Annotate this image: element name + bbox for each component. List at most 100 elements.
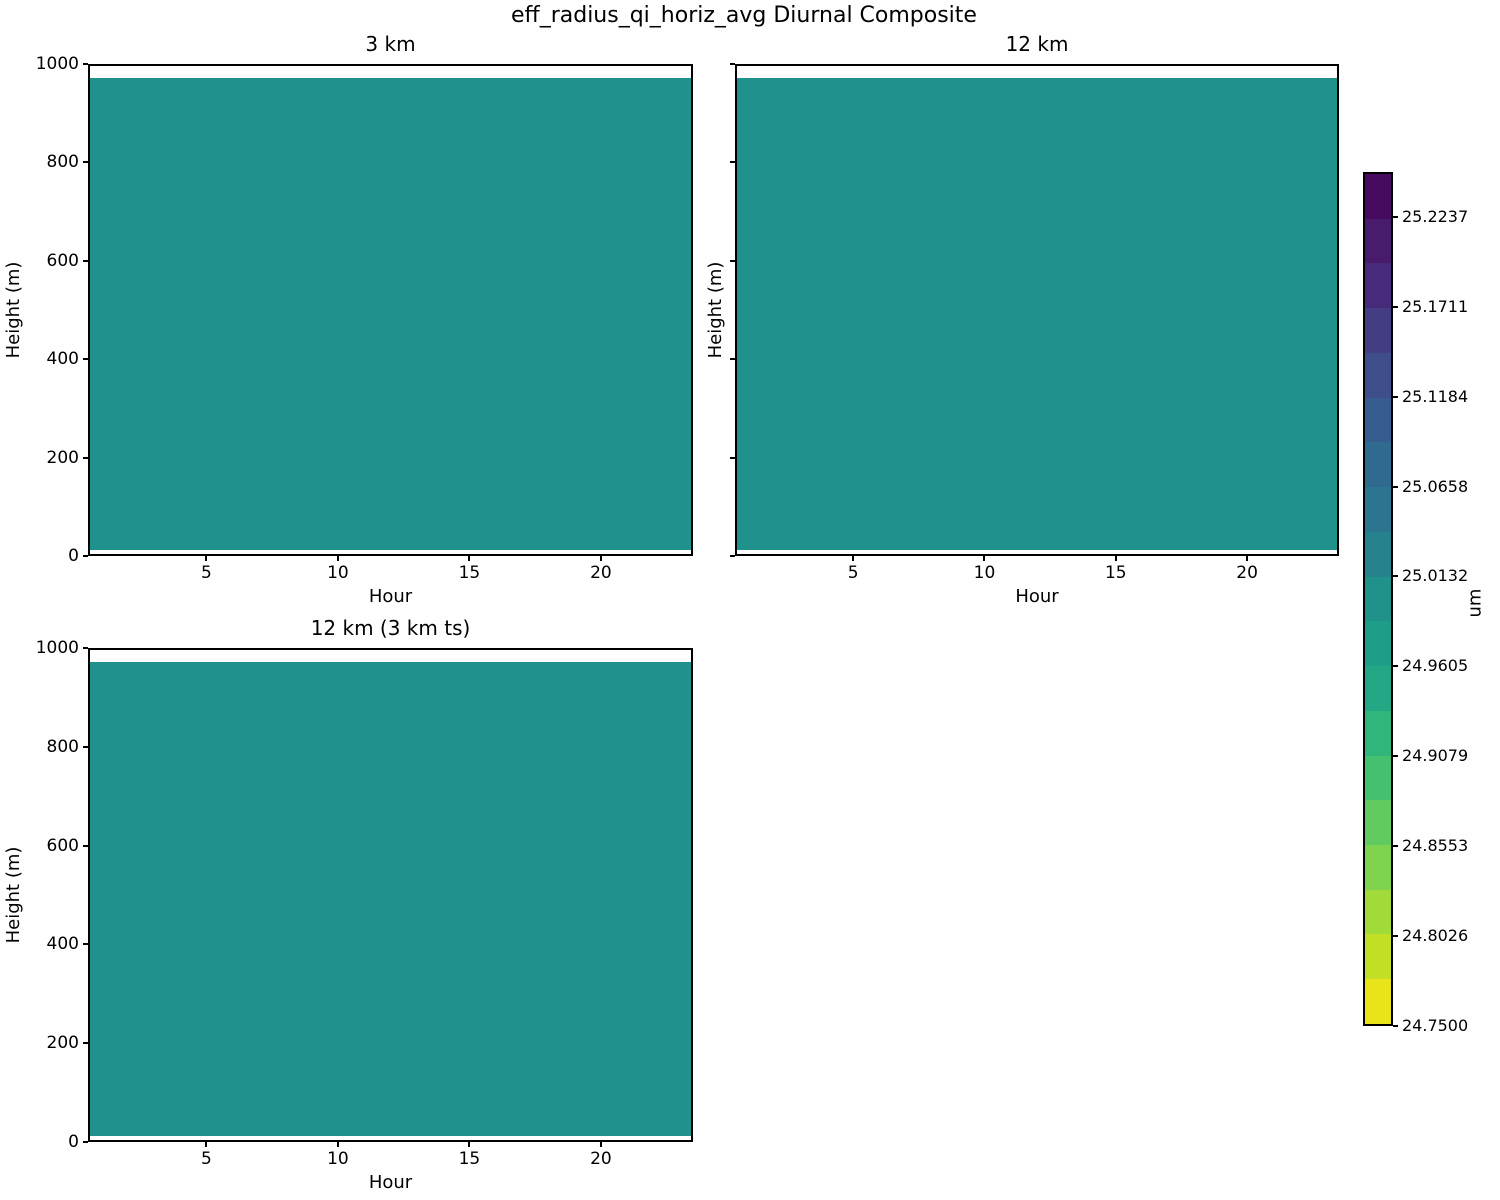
colorbar-segment	[1365, 263, 1391, 309]
y-tick-label: 800	[46, 152, 79, 173]
colorbar-tick-mark	[1393, 1025, 1398, 1027]
subplot-title: 12 km (3 km ts)	[310, 616, 471, 640]
x-tick-label: 20	[590, 563, 612, 583]
colorbar-segment	[1365, 934, 1391, 980]
y-tick-mark	[730, 358, 735, 361]
x-tick-label: 10	[327, 1149, 349, 1169]
x-tick-mark	[205, 556, 208, 561]
colorbar-unit-label: um	[1464, 588, 1486, 618]
figure-title: eff_radius_qi_horiz_avg Diurnal Composit…	[511, 3, 977, 28]
y-axis-label: Height (m)	[3, 261, 24, 359]
x-tick-mark	[1246, 556, 1249, 561]
x-tick-label: 10	[973, 563, 996, 583]
colorbar-tick-mark	[1393, 665, 1398, 668]
y-tick-mark	[83, 456, 88, 459]
y-tick-label: 400	[46, 349, 79, 370]
y-tick-label: 200	[46, 447, 79, 468]
colorbar-segment	[1365, 621, 1391, 667]
colorbar-tick-label: 25.2237	[1402, 206, 1469, 226]
contour-fill	[737, 78, 1337, 551]
y-tick-label: 800	[46, 736, 79, 757]
y-tick-mark	[83, 943, 88, 946]
x-tick-mark	[205, 1142, 208, 1147]
plot-area	[88, 648, 693, 1142]
colorbar-segment	[1365, 845, 1391, 890]
y-tick-mark	[730, 456, 735, 459]
x-tick-label: 20	[590, 1149, 612, 1169]
x-tick-mark	[468, 1142, 471, 1147]
colorbar-segment	[1365, 889, 1391, 935]
colorbar-tick-mark	[1393, 215, 1398, 218]
x-tick-mark	[336, 1142, 339, 1147]
y-axis-label: Height (m)	[3, 846, 24, 944]
colorbar-tick-label: 24.9605	[1402, 656, 1469, 676]
y-tick-label: 1000	[35, 54, 79, 74]
colorbar-tick-label: 24.8026	[1402, 926, 1469, 946]
y-tick-label: 1000	[35, 638, 79, 658]
x-tick-label: 20	[1236, 563, 1258, 583]
colorbar-segment	[1365, 174, 1391, 219]
y-tick-mark	[83, 1141, 88, 1143]
subplot-title: 3 km	[365, 32, 416, 56]
y-tick-label: 400	[46, 934, 79, 955]
x-axis-label: Hour	[368, 586, 413, 607]
colorbar-segment	[1365, 800, 1391, 846]
colorbar-tick-label: 24.7500	[1402, 1016, 1469, 1035]
x-tick-mark	[852, 556, 855, 561]
x-tick-label: 15	[1104, 563, 1127, 583]
colorbar-segment	[1365, 576, 1391, 622]
x-tick-label: 5	[200, 563, 212, 583]
y-tick-mark	[83, 63, 88, 65]
y-tick-label: 600	[46, 835, 79, 856]
y-tick-mark	[83, 1042, 88, 1045]
colorbar-tick-label: 24.9079	[1402, 746, 1469, 766]
colorbar-segment	[1365, 397, 1391, 443]
y-tick-mark	[83, 647, 88, 649]
x-tick-mark	[1114, 556, 1117, 561]
y-tick-mark	[83, 161, 88, 164]
x-axis-label: Hour	[368, 1172, 413, 1193]
y-tick-mark	[83, 259, 88, 262]
colorbar	[1363, 172, 1393, 1026]
x-axis-label: Hour	[1015, 586, 1059, 607]
colorbar-segment	[1365, 531, 1391, 577]
y-tick-mark	[730, 63, 735, 65]
colorbar-tick-label: 25.0132	[1402, 566, 1469, 586]
y-tick-label: 0	[68, 1132, 79, 1152]
y-tick-mark	[83, 745, 88, 748]
x-tick-mark	[599, 556, 602, 561]
colorbar-tick-label: 24.8553	[1402, 836, 1469, 856]
colorbar-segment	[1365, 755, 1391, 801]
colorbar-tick-label: 25.1184	[1402, 386, 1469, 406]
x-tick-mark	[468, 556, 471, 561]
colorbar-segment	[1365, 218, 1391, 264]
colorbar-segment	[1365, 710, 1391, 756]
subplot-title: 12 km	[1005, 32, 1069, 56]
x-tick-mark	[599, 1142, 602, 1147]
colorbar-segment	[1365, 308, 1391, 353]
colorbar-tick-mark	[1393, 845, 1398, 848]
y-tick-mark	[730, 555, 735, 557]
colorbar-tick-mark	[1393, 935, 1398, 938]
colorbar-segment	[1365, 487, 1391, 532]
x-tick-label: 15	[458, 563, 481, 583]
y-tick-label: 200	[46, 1033, 79, 1054]
y-tick-mark	[83, 555, 88, 557]
y-tick-mark	[83, 844, 88, 847]
colorbar-tick-mark	[1393, 755, 1398, 758]
y-tick-mark	[83, 358, 88, 361]
colorbar-tick-mark	[1393, 395, 1398, 398]
colorbar-segment	[1365, 442, 1391, 488]
x-tick-label: 10	[327, 563, 349, 583]
x-tick-mark	[983, 556, 986, 561]
colorbar-tick-label: 25.0658	[1402, 476, 1469, 496]
y-tick-label: 600	[46, 250, 79, 271]
plot-area	[735, 64, 1339, 556]
colorbar-tick-mark	[1393, 575, 1398, 578]
y-axis-label: Height (m)	[705, 261, 726, 359]
plot-area	[88, 64, 693, 556]
colorbar-tick-label: 25.1711	[1402, 296, 1469, 316]
colorbar-tick-mark	[1393, 485, 1398, 488]
colorbar-tick-mark	[1393, 305, 1398, 308]
